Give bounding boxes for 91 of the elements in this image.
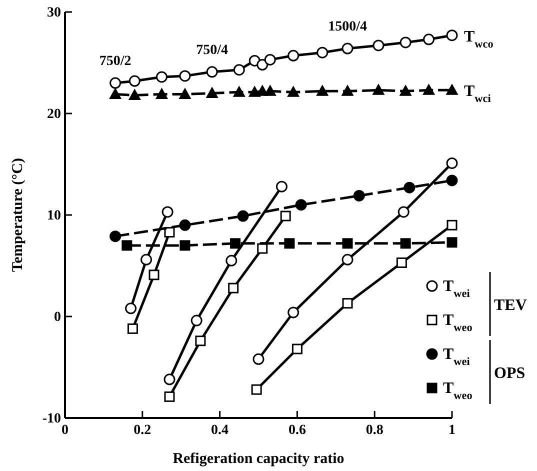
x-tick-label: 0.2 — [134, 422, 152, 438]
point — [372, 84, 384, 95]
point — [446, 237, 458, 248]
y-tick-label: -10 — [42, 411, 61, 426]
point — [128, 75, 140, 87]
point — [206, 66, 218, 78]
point — [180, 240, 190, 251]
point — [233, 64, 245, 76]
y-tick-label: 30 — [47, 5, 61, 20]
point — [230, 238, 241, 249]
point — [423, 84, 435, 95]
legend-label: T$_{wei}$ — [443, 278, 470, 300]
annotation: 750/2 — [99, 54, 132, 70]
text: TEV — [494, 297, 528, 314]
point — [446, 157, 458, 169]
point — [127, 323, 138, 334]
point — [288, 86, 300, 97]
point — [288, 306, 300, 318]
point — [400, 36, 412, 48]
point — [140, 254, 152, 266]
point — [400, 238, 411, 249]
point — [179, 70, 191, 82]
point — [292, 344, 302, 354]
point — [164, 391, 175, 402]
x-tick-label: 0.8 — [366, 422, 384, 438]
y-tick-label: 20 — [47, 106, 61, 122]
point — [446, 30, 458, 42]
point — [164, 374, 176, 386]
point — [342, 42, 354, 54]
point — [237, 210, 249, 222]
point — [164, 227, 175, 238]
point — [288, 50, 300, 62]
point — [342, 85, 354, 96]
point — [398, 206, 410, 218]
annotation: T$_{wci}$ — [464, 83, 491, 106]
point — [284, 238, 295, 249]
point — [264, 54, 276, 66]
point — [316, 46, 328, 58]
point — [125, 302, 137, 314]
point — [252, 353, 264, 365]
legend-label: T$_{wei}$ — [443, 346, 470, 368]
point — [110, 77, 122, 89]
point — [264, 85, 276, 96]
point — [423, 34, 435, 46]
x-tick-label: 1 — [448, 422, 456, 438]
point — [295, 199, 307, 211]
y-tick-label: 10 — [47, 208, 61, 224]
point — [148, 270, 160, 280]
point — [353, 190, 365, 202]
point — [128, 89, 140, 100]
point — [404, 182, 416, 194]
point — [156, 88, 168, 99]
point — [446, 84, 458, 95]
point — [256, 59, 268, 71]
point — [342, 254, 354, 266]
x-tick-label: 0.6 — [288, 422, 306, 438]
point — [372, 40, 384, 52]
annotation: 750/4 — [196, 42, 228, 58]
point — [342, 238, 353, 249]
point — [276, 180, 288, 192]
y-axis-title: Temperature (°C) — [10, 158, 26, 272]
legend-label: T$_{weo}$ — [443, 312, 473, 334]
point — [195, 336, 206, 346]
x-axis-title: Refigeration capacity ratio — [172, 451, 344, 467]
point — [257, 243, 268, 254]
point — [316, 85, 328, 96]
point — [110, 88, 122, 99]
point — [251, 384, 262, 395]
annotation: T$_{wco}$ — [464, 28, 494, 50]
point — [162, 206, 174, 218]
point — [190, 314, 202, 326]
point — [206, 87, 218, 98]
point — [342, 298, 353, 309]
legend-label: T$_{weo}$ — [443, 380, 473, 402]
point — [446, 174, 458, 186]
y-tick-label: 0 — [54, 310, 61, 325]
text: OPS — [494, 365, 526, 382]
annotation: 1500/4 — [328, 20, 367, 35]
point — [280, 210, 291, 222]
point — [179, 88, 191, 99]
point — [396, 257, 407, 268]
point — [156, 71, 168, 83]
point — [110, 230, 122, 242]
point — [228, 282, 239, 294]
point — [446, 220, 458, 230]
point — [226, 254, 238, 266]
point — [233, 86, 245, 97]
point — [179, 219, 191, 231]
point — [400, 85, 412, 96]
x-tick-label: 0.4 — [211, 422, 229, 438]
point — [122, 240, 132, 251]
